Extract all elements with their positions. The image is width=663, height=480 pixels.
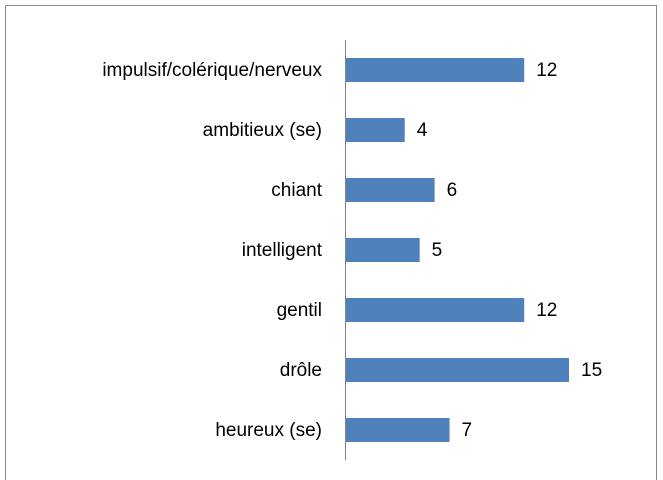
y-tick-label: impulsif/colérique/nerveux	[102, 60, 322, 81]
bar	[345, 58, 525, 82]
bar	[345, 238, 420, 262]
y-tick-label: intelligent	[242, 240, 323, 261]
y-tick-label: ambitieux (se)	[203, 120, 322, 141]
data-label: 6	[447, 180, 458, 201]
data-label: 15	[581, 360, 602, 381]
y-tick-label: chiant	[271, 180, 322, 201]
bar	[345, 358, 569, 382]
y-tick-label: gentil	[277, 300, 322, 321]
bar	[345, 298, 525, 322]
y-tick-label: heureux (se)	[215, 420, 322, 441]
data-label: 7	[462, 420, 473, 441]
data-label: 12	[536, 300, 557, 321]
data-label: 5	[432, 240, 443, 261]
data-label: 12	[536, 60, 557, 81]
bar	[345, 178, 435, 202]
y-tick-label: drôle	[280, 360, 322, 381]
data-label: 4	[417, 120, 428, 141]
chart-frame	[5, 5, 657, 480]
bar	[345, 118, 405, 142]
bar	[345, 418, 450, 442]
